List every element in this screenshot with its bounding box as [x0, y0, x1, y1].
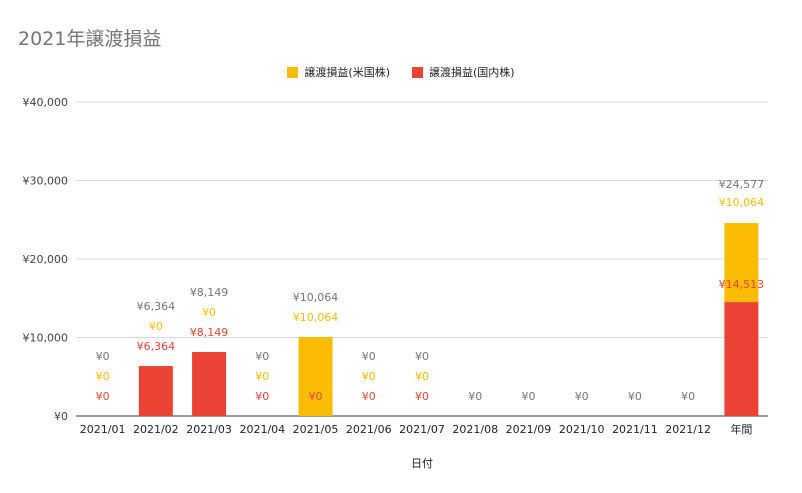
legend-item-jp-stocks[interactable]: 譲渡損益(国内株) [412, 64, 515, 80]
bar-jp-stocks [138, 366, 173, 416]
data-label-jp-stocks: ¥0 [362, 390, 376, 403]
x-tick-label: 2021/07 [399, 423, 445, 436]
legend-swatch-us-stocks [287, 66, 299, 78]
legend-swatch-jp-stocks [412, 66, 423, 78]
data-label-jp-stocks: ¥0 [415, 390, 429, 403]
total-label: ¥10,064 [293, 291, 339, 304]
x-tick-label: 2021/06 [346, 423, 392, 436]
total-label: ¥0 [681, 390, 695, 403]
x-tick-label: 2021/12 [665, 423, 711, 436]
data-label-us-stocks: ¥0 [415, 370, 429, 383]
x-axis-title: 日付 [411, 457, 433, 470]
data-label-jp-stocks: ¥6,364 [137, 340, 176, 353]
total-label: ¥24,577 [719, 178, 765, 191]
data-label-jp-stocks: ¥0 [309, 390, 323, 403]
data-label-us-stocks: ¥0 [149, 320, 163, 333]
y-tick-label: ¥0 [54, 410, 68, 423]
total-label: ¥6,364 [137, 300, 176, 313]
x-tick-label: 2021/02 [133, 423, 179, 436]
data-label-us-stocks: ¥0 [202, 306, 216, 319]
total-label: ¥0 [628, 390, 642, 403]
bar-jp-stocks [192, 352, 227, 416]
total-label: ¥0 [255, 350, 269, 363]
data-label-us-stocks: ¥0 [96, 370, 110, 383]
bar-us-stocks [724, 223, 759, 303]
x-tick-label: 2021/10 [559, 423, 605, 436]
legend-item-us-stocks[interactable]: 譲渡損益(米国株) [287, 64, 390, 80]
data-label-jp-stocks: ¥8,149 [190, 326, 229, 339]
legend: 譲渡損益(米国株) 譲渡損益(国内株) [0, 64, 802, 80]
bar-jp-stocks [724, 302, 759, 416]
y-tick-label: ¥30,000 [23, 175, 69, 188]
y-tick-label: ¥10,000 [23, 332, 69, 345]
y-tick-label: ¥40,000 [23, 96, 69, 109]
bar-us-stocks [298, 336, 333, 416]
chart-title: 2021年譲渡損益 [18, 28, 162, 50]
total-label: ¥0 [362, 350, 376, 363]
data-label-jp-stocks: ¥0 [96, 390, 110, 403]
data-label-jp-stocks: ¥14,513 [719, 278, 765, 291]
x-tick-label: 2021/08 [452, 423, 498, 436]
total-label: ¥0 [96, 350, 110, 363]
total-label: ¥0 [575, 390, 589, 403]
legend-label-jp-stocks: 譲渡損益(国内株) [429, 66, 515, 79]
x-tick-label: 2021/11 [612, 423, 658, 436]
data-label-us-stocks: ¥10,064 [293, 311, 339, 324]
total-label: ¥0 [415, 350, 429, 363]
data-label-us-stocks: ¥10,064 [719, 196, 765, 209]
x-tick-label: 年間 [730, 422, 752, 436]
x-tick-label: 2021/01 [80, 423, 126, 436]
total-label: ¥0 [468, 390, 482, 403]
total-label: ¥0 [521, 390, 535, 403]
data-label-us-stocks: ¥0 [255, 370, 269, 383]
x-tick-label: 2021/09 [506, 423, 552, 436]
x-tick-label: 2021/05 [293, 423, 339, 436]
x-tick-label: 2021/03 [186, 423, 232, 436]
y-tick-label: ¥20,000 [23, 253, 69, 266]
legend-label-us-stocks: 譲渡損益(米国株) [304, 66, 390, 79]
data-label-us-stocks: ¥0 [362, 370, 376, 383]
x-tick-label: 2021/04 [239, 423, 285, 436]
data-label-jp-stocks: ¥0 [255, 390, 269, 403]
total-label: ¥8,149 [190, 286, 229, 299]
